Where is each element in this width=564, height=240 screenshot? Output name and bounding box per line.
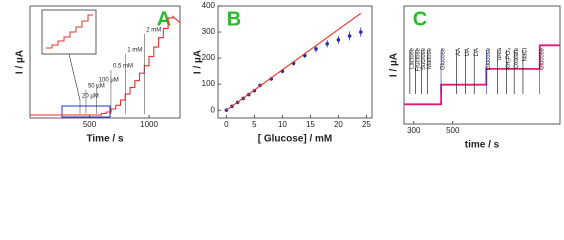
addition-label: Glucose <box>441 47 447 70</box>
x-tick-label: 5 <box>252 120 257 129</box>
x-axis-title: Time / s <box>86 134 123 145</box>
y-tick-label: 100 <box>202 79 216 88</box>
x-tick-label: 25 <box>362 120 371 129</box>
y-axis-title: I / µA <box>389 53 400 77</box>
x-tick-label: 1000 <box>140 120 158 129</box>
addition-label: DA <box>474 48 480 56</box>
x-axis-title: time / s <box>465 140 500 151</box>
x-tick-label: 20 <box>334 120 343 129</box>
x-tick-label: 0 <box>224 120 229 129</box>
plot-frame <box>217 5 373 119</box>
addition-label: Sucrose <box>421 47 427 70</box>
inset-pointer <box>68 53 81 101</box>
annotation: 50 µM <box>88 84 105 90</box>
addition-label: NaCl <box>523 48 529 61</box>
y-axis-title: I / µA <box>15 50 26 74</box>
inset-trace <box>46 14 93 49</box>
y-tick-label: 400 <box>202 1 216 10</box>
addition-label: urea <box>497 47 503 60</box>
plot-frame <box>403 5 561 125</box>
addition-label: KH₂PO₄ <box>506 47 512 69</box>
x-tick-label: 500 <box>83 120 97 129</box>
annotation: 0.5 mM <box>113 64 133 70</box>
addition-label: UA <box>465 48 471 56</box>
addition-label: Glucose <box>539 47 545 70</box>
annotation: 100 µM <box>99 78 119 84</box>
annotation: 20 µM <box>82 94 99 100</box>
annotation: 1 mM <box>127 48 142 54</box>
x-axis-title: [ Glucose] / mM <box>258 134 332 145</box>
data-point <box>325 41 330 46</box>
data-point <box>359 30 363 34</box>
x-tick-label: 500 <box>446 126 460 135</box>
x-tick-label: 10 <box>278 120 287 129</box>
panel-letter: B <box>227 8 241 30</box>
x-tick-label: 300 <box>407 126 421 135</box>
addition-label: Maltose <box>427 47 433 69</box>
data-point <box>336 38 341 42</box>
addition-label: Lactose <box>409 47 415 69</box>
inset <box>41 9 97 101</box>
plot-frame <box>29 5 181 119</box>
x-tick-label: 15 <box>306 120 315 129</box>
addition-label: Oxalate <box>514 47 520 68</box>
data-point <box>314 47 318 51</box>
addition-label: Glucose <box>486 47 492 70</box>
data-line <box>226 12 362 111</box>
y-tick-label: 0 <box>211 105 216 114</box>
y-axis-title: I / µA <box>193 50 204 74</box>
annotation: 2 mM <box>146 28 161 34</box>
y-tick-label: 200 <box>202 53 216 62</box>
addition-label: Fructose <box>415 47 421 71</box>
data-point <box>347 34 352 38</box>
addition-label: AA <box>456 48 462 56</box>
panel-letter: C <box>413 8 427 30</box>
inset-frame <box>41 9 97 55</box>
y-tick-label: 300 <box>202 27 216 36</box>
